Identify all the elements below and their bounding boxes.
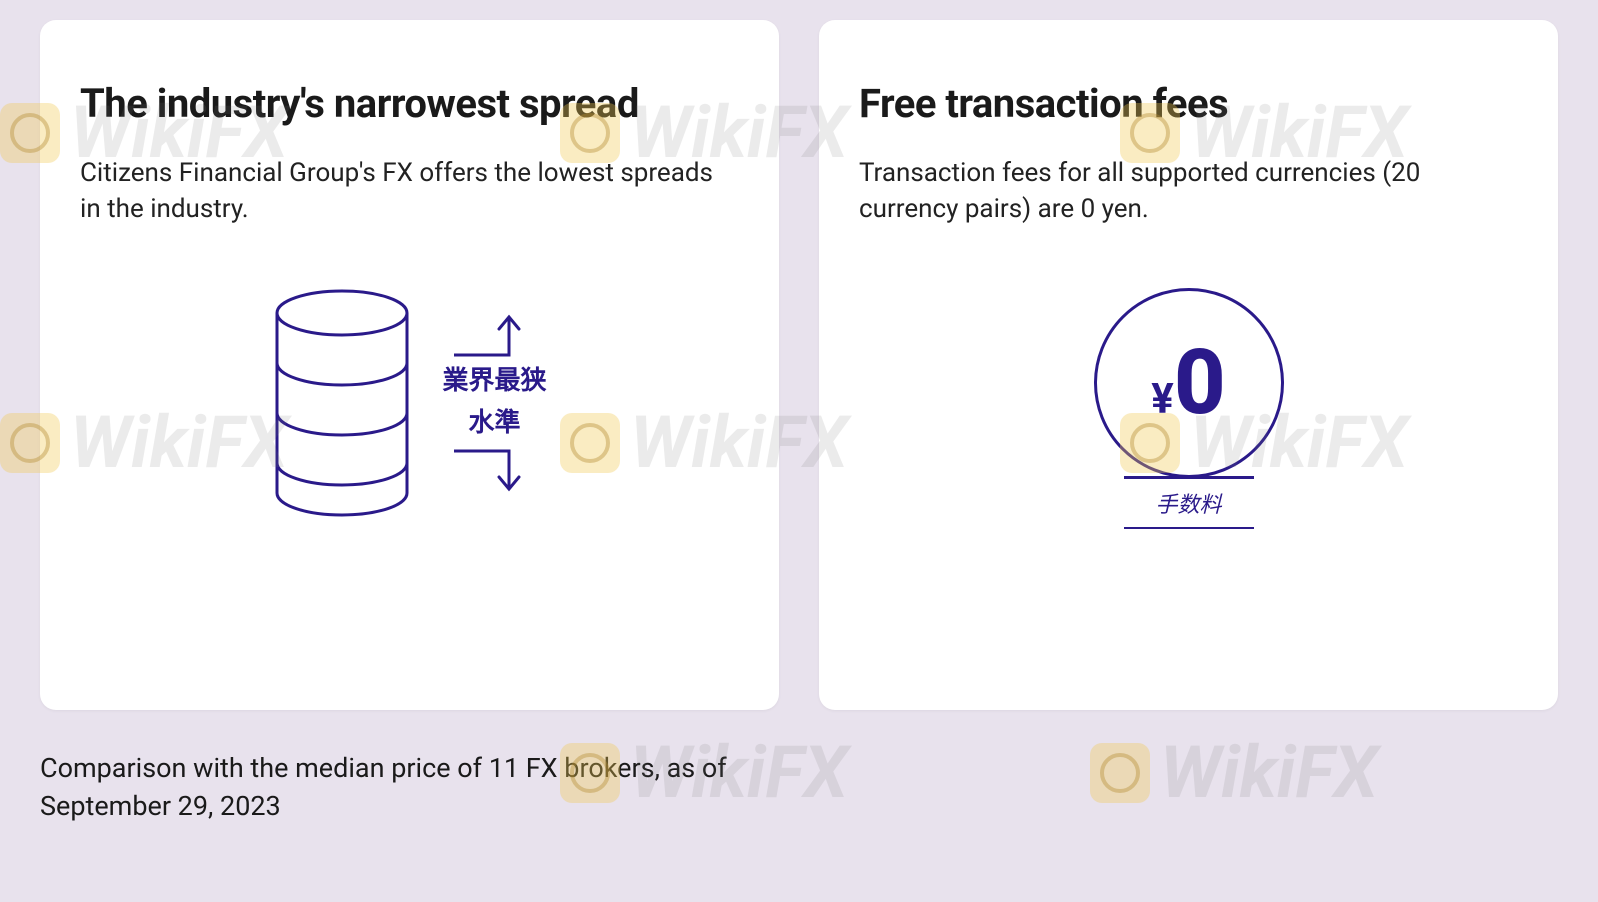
arrow-up-icon <box>454 307 534 357</box>
watermark-icon <box>1090 743 1150 803</box>
cylinder-graphic: 業界最狭 水準 <box>272 288 546 518</box>
yen-underline <box>1124 527 1254 529</box>
card-description: Transaction fees for all supported curre… <box>859 155 1518 228</box>
card-free-fees: Free transaction fees Transaction fees f… <box>819 20 1558 710</box>
footer-note: Comparison with the median price of 11 F… <box>40 750 740 826</box>
yen-label: 手数料 <box>1155 487 1221 519</box>
arrow-down-icon <box>454 449 534 499</box>
cylinder-stack-icon <box>272 288 412 518</box>
yen-value: 0 <box>1174 338 1226 428</box>
graphic-label-line2: 水準 <box>468 407 520 441</box>
card-description: Citizens Financial Group's FX offers the… <box>80 155 739 228</box>
card-narrowest-spread: The industry's narrowest spread Citizens… <box>40 20 779 710</box>
card-title: Free transaction fees <box>859 80 1518 127</box>
yen-symbol: ¥ <box>1151 375 1174 424</box>
watermark: WikiFX <box>1090 730 1378 815</box>
watermark-text: WikiFX <box>1160 730 1378 815</box>
card-graphic: 業界最狭 水準 <box>80 288 739 518</box>
graphic-label-line1: 業界最狭 <box>442 365 546 399</box>
arrow-label-group: 業界最狭 水準 <box>442 307 546 499</box>
yen-zero-graphic: ¥ 0 手数料 <box>1094 288 1284 529</box>
card-title: The industry's narrowest spread <box>80 80 739 127</box>
cards-container: The industry's narrowest spread Citizens… <box>40 20 1558 710</box>
yen-circle-icon: ¥ 0 <box>1094 288 1284 478</box>
yen-amount: ¥ 0 <box>1151 338 1225 428</box>
card-graphic: ¥ 0 手数料 <box>859 288 1518 529</box>
